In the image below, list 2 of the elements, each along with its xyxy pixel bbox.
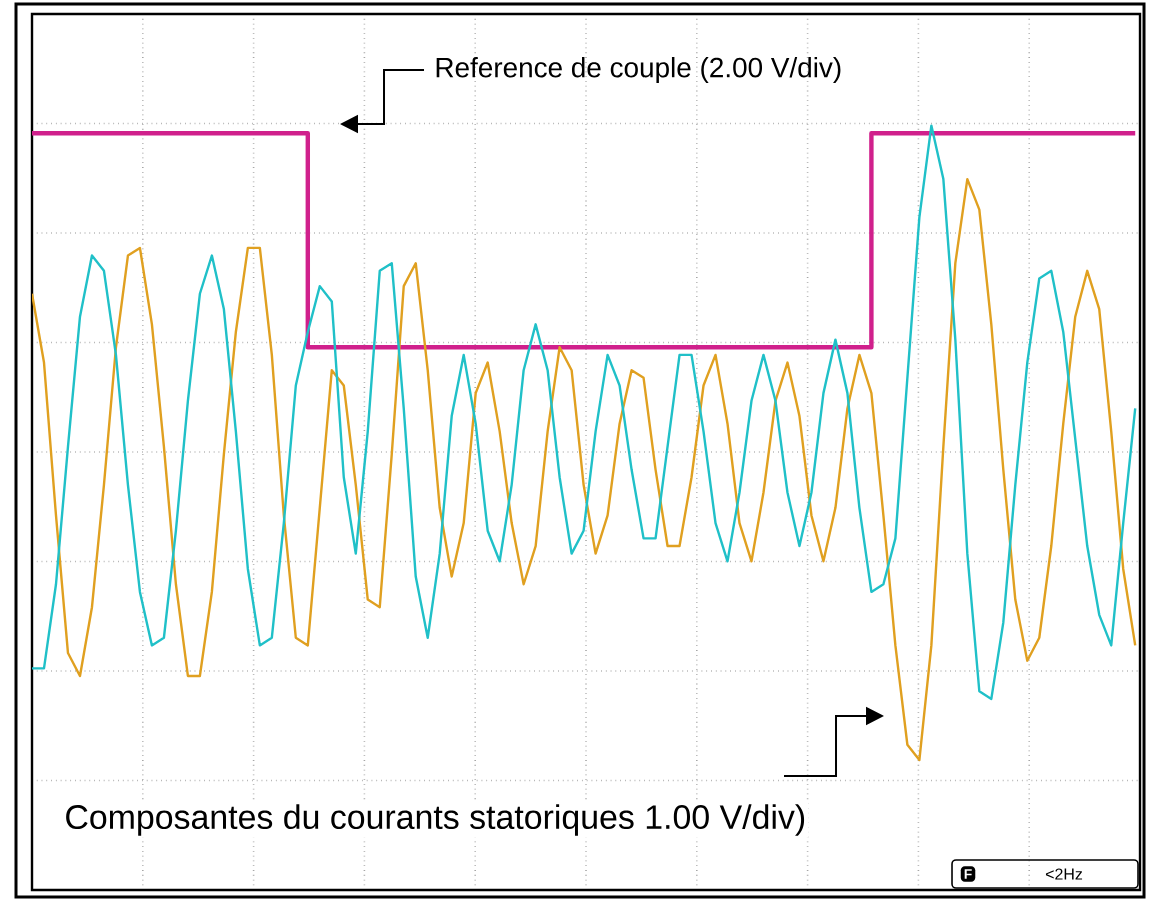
text: Reference de couple (2.00 V/div) xyxy=(436,57,841,84)
annotation: Composantes du courants statoriques 1.00 V/div) xyxy=(66,804,805,836)
